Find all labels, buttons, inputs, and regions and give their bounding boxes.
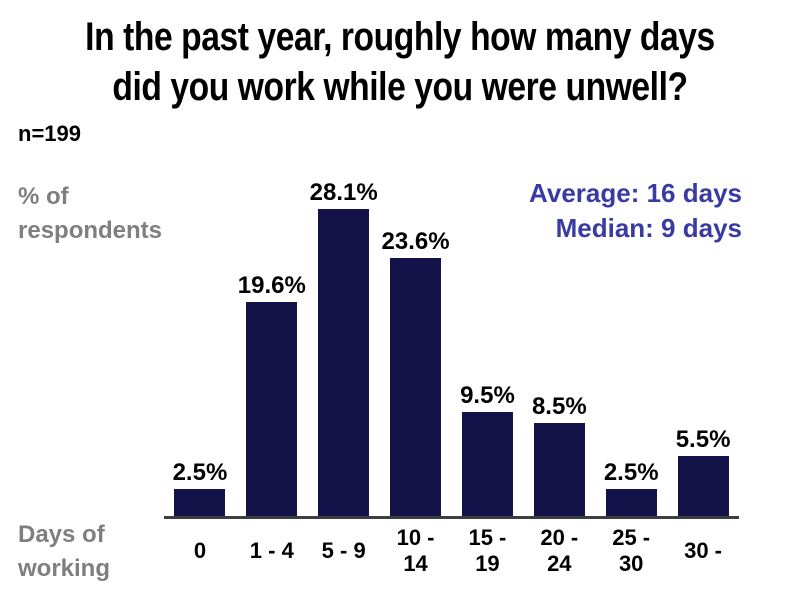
- x-axis-category-label: 15 - 19: [468, 525, 507, 576]
- average-annotation: Average: 16 days: [529, 178, 742, 208]
- bar-slot: 23.6%: [380, 228, 452, 516]
- bar-value-label: 19.6%: [237, 272, 306, 299]
- x-axis-category-label: 1 - 4: [249, 538, 294, 563]
- x-axis-category-label: 25 - 30: [612, 525, 651, 576]
- bar: [246, 302, 298, 516]
- x-axis-category-label: 10 - 14: [396, 525, 435, 576]
- bar: [174, 489, 226, 516]
- bar-slot: 9.5%: [452, 382, 524, 516]
- bar-slot: 2.5%: [164, 459, 236, 516]
- bar-slot: 5.5%: [667, 426, 739, 516]
- x-axis-labels: 0 1 - 4 5 - 9 10 - 14 15 - 19 20 - 24 25 - 30 3…: [164, 523, 739, 579]
- bar-slot: 28.1%: [308, 179, 380, 516]
- bar-slot: 19.6%: [236, 272, 308, 516]
- chart-title-line-2: did you work while you were unwell?: [112, 65, 688, 109]
- x-axis-category-label: 30 -: [684, 538, 723, 563]
- sample-size-label: n=199: [18, 121, 81, 146]
- bar-value-label: 8.5%: [531, 393, 587, 420]
- y-axis-caption: % of respondents: [18, 183, 163, 244]
- bar: [318, 209, 370, 516]
- bar: [677, 456, 729, 516]
- x-axis-caption: Days of working: [18, 521, 111, 582]
- median-annotation: Median: 9 days: [555, 213, 742, 243]
- x-axis-line: [164, 516, 739, 519]
- bar: [605, 489, 657, 516]
- bar-value-label: 5.5%: [675, 426, 731, 453]
- bar-value-label: 28.1%: [309, 179, 378, 206]
- x-axis-category-label: 0: [193, 538, 207, 563]
- chart-title-line-1: In the past year, roughly how many days: [85, 15, 715, 59]
- stats-annotation: Average: 16 days Median: 9 days: [529, 176, 742, 246]
- bar-slot: 8.5%: [523, 393, 595, 516]
- bar: [390, 258, 442, 516]
- x-axis-category-label: 20 - 24: [540, 525, 579, 576]
- bar-chart-plot-area: 2.5% 19.6% 28.1% 23.6% 9.5% 8.5% 2.5% 5.5%: [164, 179, 739, 516]
- bar-value-label: 9.5%: [460, 382, 515, 409]
- bar: [533, 423, 585, 516]
- x-axis-category-label: 5 - 9: [321, 538, 366, 563]
- bar: [461, 412, 513, 516]
- bar-value-label: 2.5%: [603, 459, 659, 486]
- bar-slot: 2.5%: [595, 459, 667, 516]
- bar-value-label: 2.5%: [172, 459, 228, 486]
- chart-title: In the past year, roughly how many days …: [64, 12, 736, 112]
- bar-value-label: 23.6%: [381, 228, 450, 255]
